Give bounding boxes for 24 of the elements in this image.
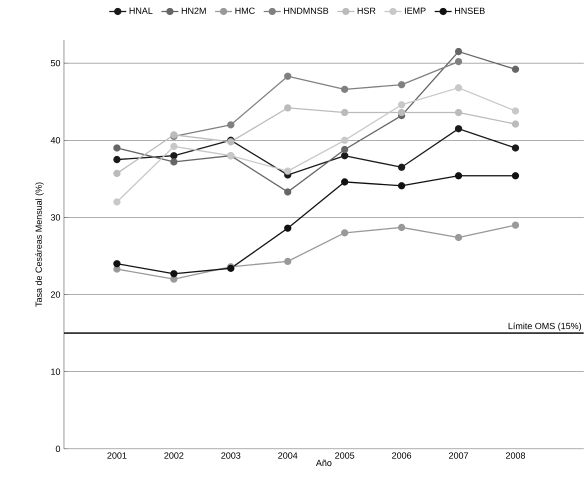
x-tick-label: 2004 [278, 452, 298, 459]
legend-label: HNDMNSB [284, 8, 328, 14]
x-tick-label: 2003 [221, 452, 240, 459]
x-tick-label: 2001 [107, 452, 126, 459]
x-tick-label: 2006 [392, 452, 412, 459]
x-tick-label: 2002 [164, 452, 184, 459]
y-tick-label: 20 [50, 291, 60, 298]
y-tick-label: 30 [50, 214, 60, 221]
y-axis-title: Tasa de Cesáreas Mensual (%) [35, 182, 44, 307]
x-tick-label: 2005 [335, 452, 354, 459]
y-tick-label: 10 [51, 368, 60, 375]
x-axis-title: Año [316, 460, 332, 466]
x-tick-label: 2008 [506, 452, 526, 459]
y-tick-label: 0 [56, 446, 60, 452]
legend-label: HMC [235, 8, 255, 14]
legend-label: HNAL [130, 8, 153, 14]
y-tick-label: 50 [50, 60, 60, 66]
y-tick-label: 40 [50, 137, 60, 144]
x-tick-label: 2007 [449, 452, 468, 459]
legend-label: HN2M [182, 8, 206, 14]
legend-label: HNSEB [455, 8, 485, 14]
ref-line-label: Límite OMS (15%) [508, 322, 582, 332]
legend-label: HSR [358, 8, 376, 14]
legend-label: IEMP [404, 8, 426, 14]
